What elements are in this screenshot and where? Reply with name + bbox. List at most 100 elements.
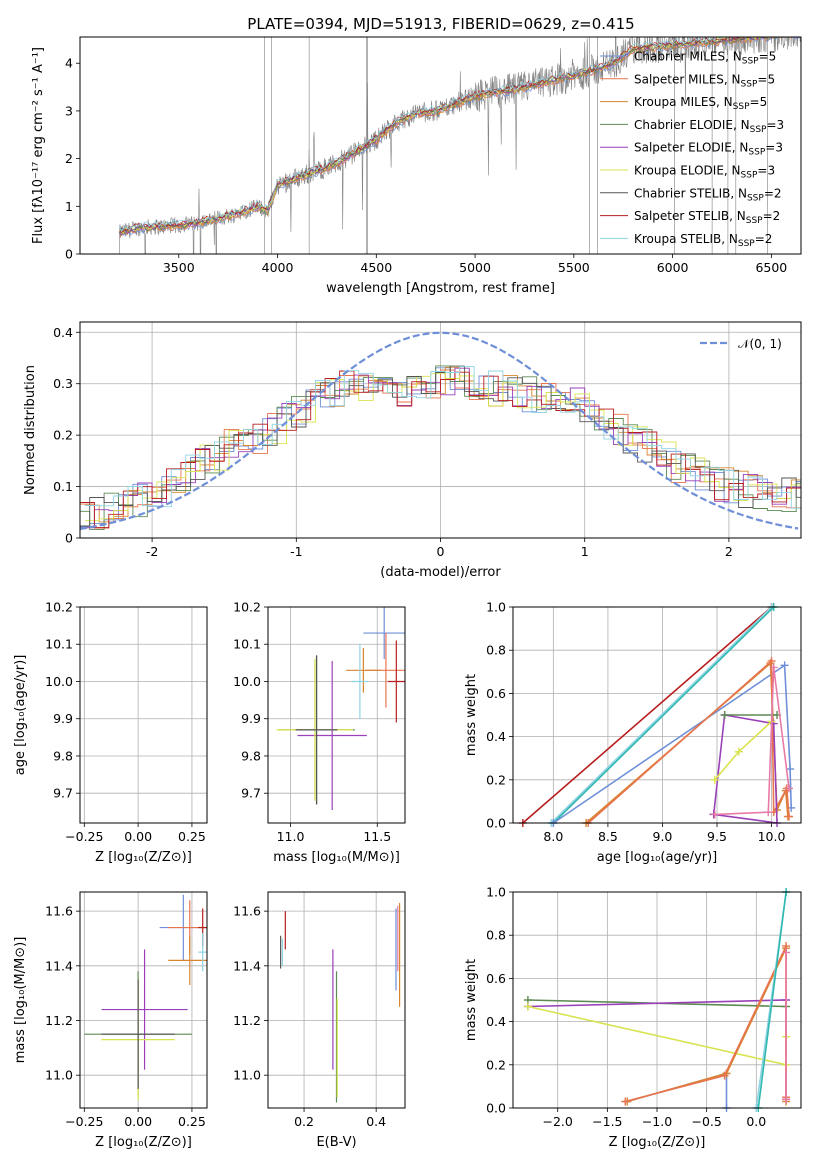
y-tick-label: 9.7 [53, 786, 73, 801]
error-bar-point [363, 607, 405, 660]
mass-weight-marker [734, 747, 743, 756]
plot-area [84, 894, 207, 1100]
legend: Chabrier MILES, NSSP=5 Salpeter MILES, NS… [600, 50, 784, 249]
figure-title: PLATE=0394, MJD=51913, FIBERID=0629, z=0… [247, 15, 634, 33]
y-axis-label: mass weight [464, 959, 479, 1041]
y-axis-label: Flux [fλ10⁻¹⁷ erg cm⁻² s⁻¹ A⁻¹] [31, 47, 46, 244]
x-tick-label: 2 [725, 544, 733, 559]
model-line [119, 37, 793, 238]
y-tick-label: 0 [65, 531, 73, 546]
plot-area [523, 888, 791, 1112]
x-tick-label: 9.0 [653, 829, 673, 844]
legend-entry: Kroupa MILES, NSSP=5 [634, 95, 767, 112]
x-tick-label: -1 [290, 544, 302, 559]
legend-entry: Chabrier STELIB, NSSP=2 [634, 186, 782, 203]
x-tick-label: 0.00 [124, 1114, 152, 1129]
mass-weight-marker [785, 812, 793, 821]
x-axis-label: age [log₁₀(age/yr)] [597, 850, 718, 865]
y-axis-label: mass weight [464, 674, 479, 756]
error-bar-point [101, 949, 188, 1070]
legend-entry: Chabrier MILES, NSSP=5 [634, 50, 776, 67]
mass-weight-line [552, 606, 775, 824]
mass-weight-marker [764, 808, 773, 817]
y-tick-label: 1.0 [486, 885, 506, 900]
axes-frame [79, 891, 208, 1109]
grid [80, 606, 207, 823]
y-axis-label: mass [log₁₀(M/M⊙)] [13, 937, 28, 1064]
axes-frame [79, 36, 802, 255]
residual-histogram [80, 367, 801, 528]
axes-frame [79, 606, 208, 824]
error-bar-point [198, 663, 207, 723]
axes-frame [79, 321, 802, 539]
x-tick-label: 0.25 [178, 1114, 206, 1129]
mass-weight-marker [782, 1095, 791, 1104]
residual-histogram [84, 366, 801, 509]
error-bar-point [297, 661, 367, 810]
y-tick-label: 0.3 [53, 376, 73, 391]
y-tick-label: 0.1 [53, 479, 73, 494]
error-bar-point [168, 935, 207, 985]
x-axis-label: Z [log₁₀(Z/Z⊙)] [609, 1135, 706, 1150]
y-tick-label: 10.0 [45, 674, 73, 689]
x-tick-label: 1 [581, 544, 589, 559]
mass-weight-line [757, 891, 787, 1109]
y-tick-label: 11.2 [233, 1013, 261, 1028]
x-tick-label: 4500 [360, 260, 392, 275]
y-tick-label: 0 [65, 247, 73, 262]
legend-entry: Chabrier ELODIE, NSSP=3 [634, 118, 784, 135]
y-tick-label: 0.4 [486, 1014, 506, 1029]
y-axis-label: Normed distribution [23, 365, 38, 495]
error-bar-point [198, 933, 207, 972]
legend-entry: Salpeter STELIB, NSSP=2 [634, 209, 780, 226]
y-tick-label: 0.4 [53, 325, 73, 340]
y-tick-label: 11.2 [45, 1013, 73, 1028]
x-tick-label: −0.25 [65, 829, 103, 844]
x-tick-label: −1.0 [642, 1114, 672, 1129]
x-tick-label: −0.25 [65, 1114, 103, 1129]
x-tick-label: −2.0 [543, 1114, 573, 1129]
x-tick-label: 0 [437, 544, 445, 559]
legend-entry: 𝒩(0, 1) [738, 337, 782, 351]
y-tick-label: 0.2 [53, 428, 73, 443]
y-tick-label: 1.0 [486, 600, 506, 615]
legend: 𝒩(0, 1) [700, 337, 782, 351]
legend-entry: Kroupa ELODIE, NSSP=3 [634, 164, 775, 181]
y-tick-label: 1 [65, 199, 73, 214]
mass-weight-marker [710, 775, 719, 784]
x-tick-label: 5000 [459, 260, 491, 275]
y-tick-label: 11.4 [45, 958, 73, 973]
residual-histogram [80, 365, 801, 531]
x-tick-label: 6000 [657, 260, 689, 275]
mass-weight-line [550, 606, 773, 824]
panel-1: 3500 4000 4500 5000 5500 6000 6500 0 1 2 3 4 wavelen… [31, 36, 802, 296]
x-tick-label: 11.5 [363, 829, 391, 844]
y-tick-label: 10.0 [233, 674, 261, 689]
plot-area [119, 37, 801, 254]
plot-area [276, 607, 405, 810]
y-tick-label: 4 [65, 56, 73, 71]
y-tick-label: 0.2 [486, 1057, 506, 1072]
residual-histogram [84, 366, 801, 523]
x-tick-label: -2 [146, 544, 158, 559]
residual-histogram [84, 373, 801, 522]
error-bar-point [160, 607, 207, 659]
y-tick-label: 0.6 [486, 971, 506, 986]
y-tick-label: 10.2 [45, 600, 73, 615]
x-tick-label: 9.5 [707, 829, 727, 844]
plot-area [518, 603, 796, 827]
legend-entry: Kroupa STELIB, NSSP=2 [634, 232, 772, 249]
residual-histogram [80, 370, 801, 529]
plot-area [80, 331, 801, 531]
panel-5: 8.0 8.5 9.0 9.5 10.0 0.0 0.2 0.4 0.6 0.8 1.0 age [l… [464, 600, 802, 865]
mass-weight-marker [767, 657, 776, 665]
x-tick-label: 6500 [755, 260, 787, 275]
x-tick-label: −0.5 [691, 1114, 721, 1129]
panel-6: −0.25 0.00 0.25 11.0 11.2 11.4 11.6 Z [log₁₀(Z/… [13, 891, 208, 1150]
mass-weight-marker [786, 765, 795, 773]
error-bar-point [101, 979, 175, 1089]
axes-frame [267, 891, 406, 1109]
y-tick-label: 0.2 [486, 772, 506, 787]
y-tick-label: 11.0 [45, 1068, 73, 1083]
